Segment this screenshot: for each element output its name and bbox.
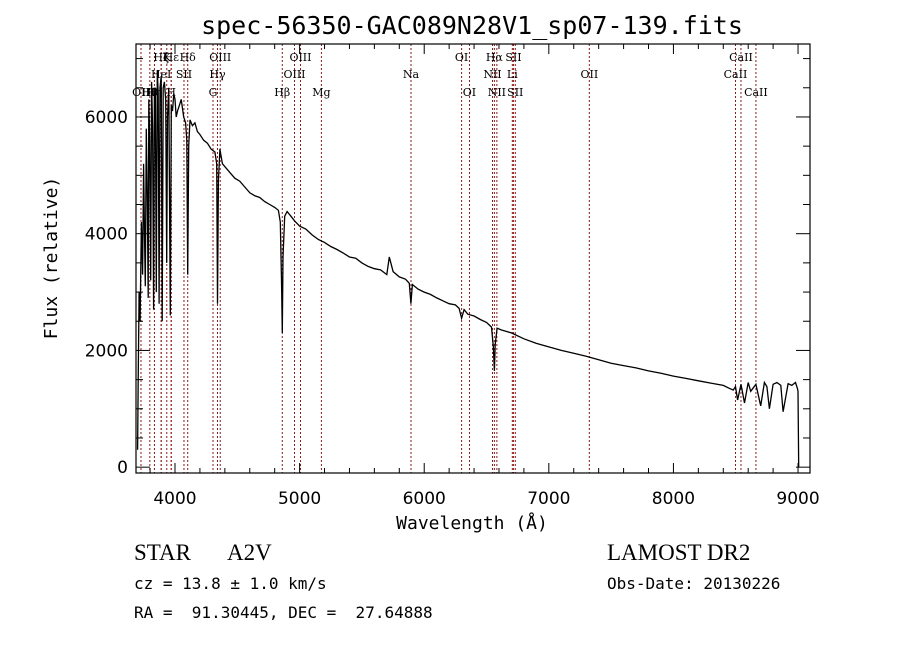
x-tick-label: 8000 xyxy=(652,489,695,509)
redshift-text: cz = 13.8 ± 1.0 km/s xyxy=(134,574,327,593)
line-marker-label: G xyxy=(209,86,218,99)
x-tick-label: 7000 xyxy=(527,489,570,509)
x-axis-ticks: 4000 5000 6000 7000 8000 9000 xyxy=(149,44,820,509)
survey-name: LAMOST DR2 xyxy=(607,540,751,565)
x-tick-label: 9000 xyxy=(776,489,819,509)
line-marker-label: OI xyxy=(455,51,468,64)
line-marker-label: SII xyxy=(507,86,523,99)
line-marker-label: Hα xyxy=(486,51,504,64)
y-tick-label: 6000 xyxy=(85,108,128,128)
line-marker-label: NII xyxy=(483,68,501,81)
y-tick-label: 4000 xyxy=(85,225,128,245)
line-marker-label: H xyxy=(166,86,176,99)
line-marker-label: Hζ xyxy=(153,51,169,64)
y-axis-label: Flux (relative) xyxy=(41,177,62,340)
line-marker-label: SII xyxy=(505,51,521,64)
line-marker-label: OIII xyxy=(283,68,305,81)
line-marker-label: Na xyxy=(403,68,420,81)
line-marker-label: OII xyxy=(580,68,598,81)
line-marker-label: CaII xyxy=(744,86,768,99)
object-class: STAR A2V xyxy=(134,540,272,566)
x-tick-label: 5000 xyxy=(278,489,321,509)
spectrum-line xyxy=(136,70,800,468)
subclass-text: A2V xyxy=(226,540,272,565)
x-tick-label: 6000 xyxy=(403,489,446,509)
line-marker-labels: OIIHθHηHζHeIKHHεSIIHδGHγOIIIHβOIIIOIIIMg… xyxy=(132,51,768,99)
line-marker-label: NII xyxy=(488,86,506,99)
line-marker-label: Li xyxy=(507,68,518,81)
line-marker-label: Hβ xyxy=(274,86,290,99)
line-marker-label: Hδ xyxy=(180,51,197,64)
object-class-text: STAR xyxy=(134,540,191,565)
line-marker-label: OI xyxy=(463,86,476,99)
line-marker-label: SII xyxy=(176,68,192,81)
line-marker-label: Hγ xyxy=(209,68,226,81)
obs-date-text: Obs-Date: 20130226 xyxy=(607,574,781,593)
line-marker-label: OIII xyxy=(209,51,231,64)
line-marker-label: Hε xyxy=(164,51,180,64)
line-marker-label: OIII xyxy=(289,51,311,64)
line-marker-label: K xyxy=(163,51,172,64)
coordinates-text: RA = 91.30445, DEC = 27.64888 xyxy=(134,603,433,622)
chart-title: spec-56350-GAC089N28V1_sp07-139.fits xyxy=(201,11,743,40)
y-tick-label: 2000 xyxy=(85,341,128,361)
x-tick-label: 4000 xyxy=(153,489,196,509)
line-marker-label: CaII xyxy=(724,68,748,81)
line-markers xyxy=(140,44,757,473)
y-axis-ticks: 0 2000 4000 6000 xyxy=(85,58,810,478)
y-tick-label: 0 xyxy=(117,458,128,478)
line-marker-label: HeI xyxy=(151,68,171,81)
x-axis-label: Wavelength (Å) xyxy=(396,512,548,534)
line-marker-label: Mg xyxy=(312,86,330,99)
plot-frame xyxy=(135,43,811,474)
line-marker-label: CaII xyxy=(729,51,753,64)
